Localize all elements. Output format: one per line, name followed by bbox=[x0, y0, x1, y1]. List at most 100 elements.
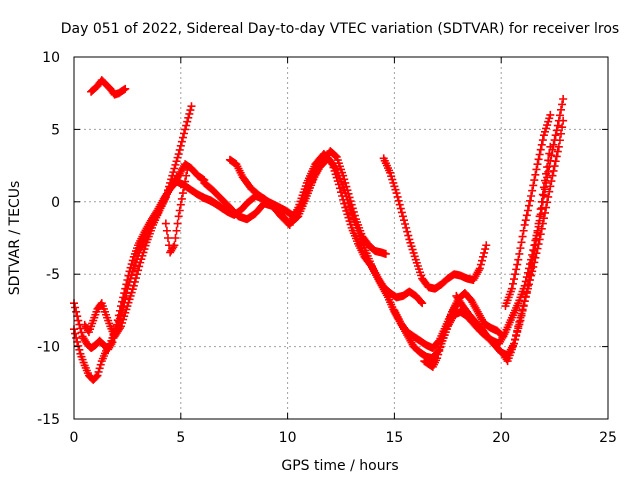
series-13 bbox=[499, 116, 568, 366]
data-point bbox=[187, 102, 196, 111]
data-point bbox=[532, 249, 541, 258]
y-tick-labels: -15 -10 -5 0 5 10 bbox=[37, 50, 60, 428]
data-point bbox=[130, 277, 139, 286]
data-point bbox=[161, 219, 170, 228]
data-point bbox=[477, 256, 486, 265]
x-tick-label: 5 bbox=[176, 430, 185, 446]
data-point bbox=[514, 322, 523, 331]
data-point bbox=[517, 309, 526, 318]
data-point bbox=[548, 171, 557, 180]
data-point bbox=[542, 178, 551, 187]
data-point bbox=[393, 192, 402, 201]
data-point bbox=[119, 293, 128, 302]
series-5 bbox=[161, 165, 192, 257]
data-point bbox=[555, 111, 564, 120]
data-point bbox=[340, 199, 349, 208]
data-point bbox=[434, 350, 443, 359]
data-point bbox=[549, 140, 558, 149]
data-point bbox=[74, 341, 83, 350]
data-point bbox=[476, 260, 485, 269]
data-point bbox=[524, 280, 533, 289]
data-point bbox=[526, 275, 535, 284]
data-point bbox=[94, 367, 103, 376]
data-point bbox=[552, 126, 561, 135]
data-point bbox=[381, 249, 390, 258]
data-point bbox=[175, 206, 184, 215]
data-point bbox=[555, 136, 564, 145]
data-point bbox=[92, 372, 101, 381]
data-point bbox=[129, 281, 138, 290]
data-point bbox=[72, 333, 81, 342]
data-point bbox=[543, 198, 552, 207]
data-point bbox=[131, 274, 140, 283]
data-point bbox=[396, 204, 405, 213]
data-point bbox=[516, 313, 525, 322]
data-point bbox=[559, 116, 568, 125]
series-4 bbox=[80, 160, 209, 341]
data-point bbox=[557, 129, 566, 138]
data-point bbox=[479, 252, 488, 261]
data-point bbox=[436, 343, 445, 352]
data-point bbox=[537, 224, 546, 233]
data-point bbox=[183, 117, 192, 126]
data-point bbox=[507, 284, 516, 293]
data-point bbox=[331, 151, 340, 160]
data-point bbox=[122, 280, 131, 289]
data-point bbox=[398, 212, 407, 221]
data-point bbox=[170, 164, 179, 173]
y-tick-label: 10 bbox=[42, 50, 60, 66]
x-tick-labels: 0 5 10 15 20 25 bbox=[70, 430, 617, 446]
data-point bbox=[538, 190, 547, 199]
data-point bbox=[558, 100, 567, 109]
data-point bbox=[510, 275, 519, 284]
data-point bbox=[77, 328, 86, 337]
data-point bbox=[73, 337, 82, 346]
data-point bbox=[554, 142, 563, 151]
data-point bbox=[418, 299, 427, 308]
data-point bbox=[178, 189, 187, 198]
data-point bbox=[95, 364, 104, 373]
data-point bbox=[331, 164, 340, 173]
data-point bbox=[522, 211, 531, 220]
data-point bbox=[169, 168, 178, 177]
data-point bbox=[516, 244, 525, 253]
data-point bbox=[74, 316, 83, 325]
data-point bbox=[71, 303, 80, 312]
data-point bbox=[529, 181, 538, 190]
data-point bbox=[480, 248, 489, 257]
data-point bbox=[536, 230, 545, 239]
data-point bbox=[558, 123, 567, 132]
data-point bbox=[535, 150, 544, 159]
data-point bbox=[175, 145, 184, 154]
data-point bbox=[181, 125, 190, 134]
y-tick-label: -15 bbox=[37, 412, 60, 428]
data-point bbox=[536, 145, 545, 154]
data-point bbox=[133, 270, 142, 279]
data-point bbox=[186, 106, 195, 115]
data-point bbox=[515, 317, 524, 326]
data-point bbox=[548, 145, 557, 154]
data-point bbox=[528, 267, 537, 276]
data-point bbox=[544, 167, 553, 176]
y-tick-label: 0 bbox=[51, 195, 60, 211]
data-point bbox=[551, 131, 560, 140]
data-point bbox=[539, 214, 548, 223]
data-point bbox=[180, 129, 189, 138]
plot-frame bbox=[73, 56, 609, 420]
data-point bbox=[513, 260, 522, 269]
data-point bbox=[135, 262, 144, 271]
data-point bbox=[395, 200, 404, 209]
data-point bbox=[481, 245, 490, 254]
data-point bbox=[537, 140, 546, 149]
chart-title: Day 051 of 2022, Sidereal Day-to-day VTE… bbox=[61, 21, 619, 37]
data-point bbox=[169, 243, 178, 252]
data-point bbox=[529, 262, 538, 271]
data-point bbox=[553, 147, 562, 156]
series-8 bbox=[225, 154, 463, 353]
data-point bbox=[176, 200, 185, 209]
data-point bbox=[549, 166, 558, 175]
data-point bbox=[519, 301, 528, 310]
x-tick-label: 0 bbox=[70, 430, 79, 446]
data-point bbox=[544, 192, 553, 201]
data-point bbox=[181, 177, 190, 186]
